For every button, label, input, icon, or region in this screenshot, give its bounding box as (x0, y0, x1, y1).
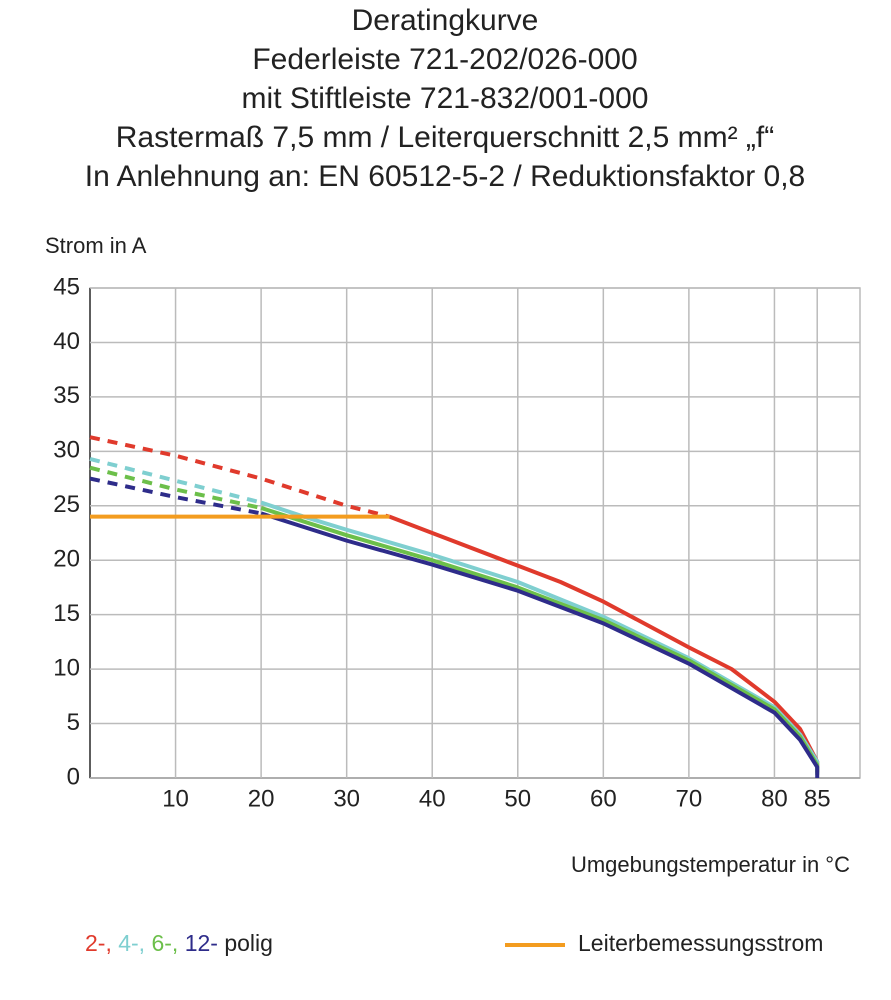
y-tick-label: 45 (53, 273, 80, 300)
legend: 2-, 4-, 6-, 12- polig (85, 930, 273, 956)
y-axis-label: Strom in A (45, 233, 147, 258)
x-tick-label: 85 (804, 785, 831, 812)
series-line (260, 506, 820, 775)
x-axis-label: Umgebungstemperatur in °C (571, 852, 850, 877)
y-tick-label: 10 (53, 654, 80, 681)
chart-title: mit Stiftleiste 721-832/001-000 (242, 82, 649, 115)
chart-title: In Anlehnung an: EN 60512-5-2 / Reduktio… (85, 160, 805, 193)
series-line (260, 500, 820, 773)
y-tick-label: 40 (53, 328, 80, 355)
chart-title: Rastermaß 7,5 mm / Leiterquerschnitt 2,5… (116, 121, 775, 154)
series-line-dashed (89, 465, 262, 510)
x-tick-label: 10 (162, 785, 189, 812)
y-tick-label: 25 (53, 491, 80, 518)
series-line-dashed (89, 457, 262, 505)
y-tick-label: 0 (67, 763, 80, 790)
x-tick-label: 80 (761, 785, 788, 812)
legend-entry: 6-, (151, 930, 178, 956)
legend-suffix: polig (224, 930, 273, 956)
series-line-dashed (89, 435, 390, 519)
x-tick-label: 20 (248, 785, 275, 812)
legend-entry: 12- (185, 930, 218, 956)
legend-entry: 4-, (118, 930, 145, 956)
series-line (260, 511, 820, 778)
chart-title: Deratingkurve (352, 4, 539, 37)
y-tick-label: 30 (53, 437, 80, 464)
x-tick-label: 50 (504, 785, 531, 812)
series-line-dashed (89, 476, 262, 516)
x-tick-label: 60 (590, 785, 617, 812)
x-tick-label: 70 (676, 785, 703, 812)
x-tick-label: 30 (333, 785, 360, 812)
legend-entry: Leiterbemessungsstrom (578, 930, 823, 956)
y-tick-label: 5 (67, 709, 80, 736)
y-tick-label: 35 (53, 382, 80, 409)
x-tick-label: 40 (419, 785, 446, 812)
legend-entry: 2-, (85, 930, 112, 956)
chart-title: Federleiste 721-202/026-000 (252, 43, 637, 76)
plot-frame (89, 287, 861, 779)
y-tick-label: 15 (53, 600, 80, 627)
y-tick-label: 20 (53, 546, 80, 573)
